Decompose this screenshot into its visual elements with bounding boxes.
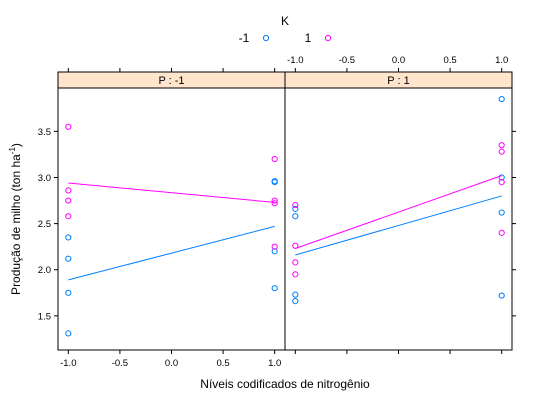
fit-line — [68, 182, 275, 203]
fit-line — [295, 175, 502, 249]
x-tick-label: -1.0 — [60, 358, 76, 369]
y-tick-label: 1.5 — [38, 311, 51, 322]
data-point — [498, 95, 505, 103]
x-tick-label: 0.5 — [443, 55, 456, 66]
x-axis-title: Níveis codificados de nitrogênio — [200, 377, 370, 391]
fit-line — [68, 225, 275, 281]
data-point — [498, 142, 505, 149]
data-point — [271, 285, 278, 292]
data-point — [292, 259, 299, 266]
y-tick-label: 3.5 — [38, 127, 51, 138]
y-axis-title-end: ) — [9, 143, 23, 147]
legend-label: 1 — [305, 31, 312, 45]
legend-entries: -1 1 — [239, 31, 332, 45]
x-tick-label: 1.0 — [268, 358, 281, 369]
data-point — [65, 123, 72, 130]
data-point — [271, 155, 278, 163]
panels: P : -1 P : 1 — [57, 71, 513, 351]
x-tick-label: -0.5 — [112, 358, 128, 369]
data-point — [498, 209, 505, 216]
data-point — [65, 213, 72, 220]
data-point — [498, 178, 505, 186]
data-point — [292, 213, 299, 220]
data-point — [292, 298, 299, 305]
legend-marker — [262, 34, 270, 42]
data-point — [65, 197, 72, 204]
data-point — [65, 234, 72, 241]
panel-strip-label: P : -1 — [158, 75, 184, 87]
data-point — [498, 174, 505, 181]
data-point — [271, 197, 278, 204]
x-tick-label: 0.5 — [216, 358, 229, 369]
y-tick-label: 2.5 — [38, 219, 51, 230]
x-tick-label: -0.5 — [339, 55, 355, 66]
panel-frame — [284, 87, 513, 351]
data-point — [271, 248, 278, 255]
data-point — [271, 200, 278, 207]
data-point — [292, 291, 299, 298]
panel-2: P : 1 — [284, 71, 513, 351]
data-point — [271, 178, 278, 186]
data-point — [498, 229, 505, 236]
y-axis-title-superscript: -1 — [8, 147, 17, 155]
data-point — [65, 289, 72, 296]
data-point — [292, 271, 299, 278]
panel-frame — [57, 87, 286, 351]
data-point — [292, 205, 299, 212]
y-tick-label: 2.0 — [38, 265, 51, 276]
y-axis-title: Produção de milho (ton ha-1) — [8, 143, 23, 295]
data-point — [65, 255, 72, 262]
x-tick-label: 1.0 — [495, 55, 508, 66]
y-tick-label: 3.0 — [38, 173, 51, 184]
fit-line — [295, 195, 502, 256]
data-point — [271, 243, 278, 250]
data-point — [65, 330, 72, 337]
panel-strip-label: P : 1 — [387, 75, 409, 87]
legend-title: K — [281, 14, 289, 28]
legend-label: -1 — [239, 31, 250, 45]
data-point — [498, 148, 505, 155]
data-point — [65, 187, 72, 194]
x-tick-label: -1.0 — [287, 55, 303, 66]
y-axis-title-main: Produção de milho (ton ha — [9, 154, 23, 295]
x-tick-label: 0.0 — [392, 55, 405, 66]
legend-marker — [324, 34, 332, 42]
panel-1: P : -1 — [57, 71, 286, 351]
axis-ticks: -1.0 -0.5 0.0 0.5 1.0 -1.0 -0.5 0.0 0.5 1.0 1.5 2.0… — [38, 55, 516, 369]
x-tick-label: 0.0 — [165, 358, 178, 369]
data-point — [498, 292, 505, 299]
data-point — [292, 202, 299, 209]
data-point — [292, 242, 299, 249]
legend: K -1 1 — [239, 14, 332, 45]
